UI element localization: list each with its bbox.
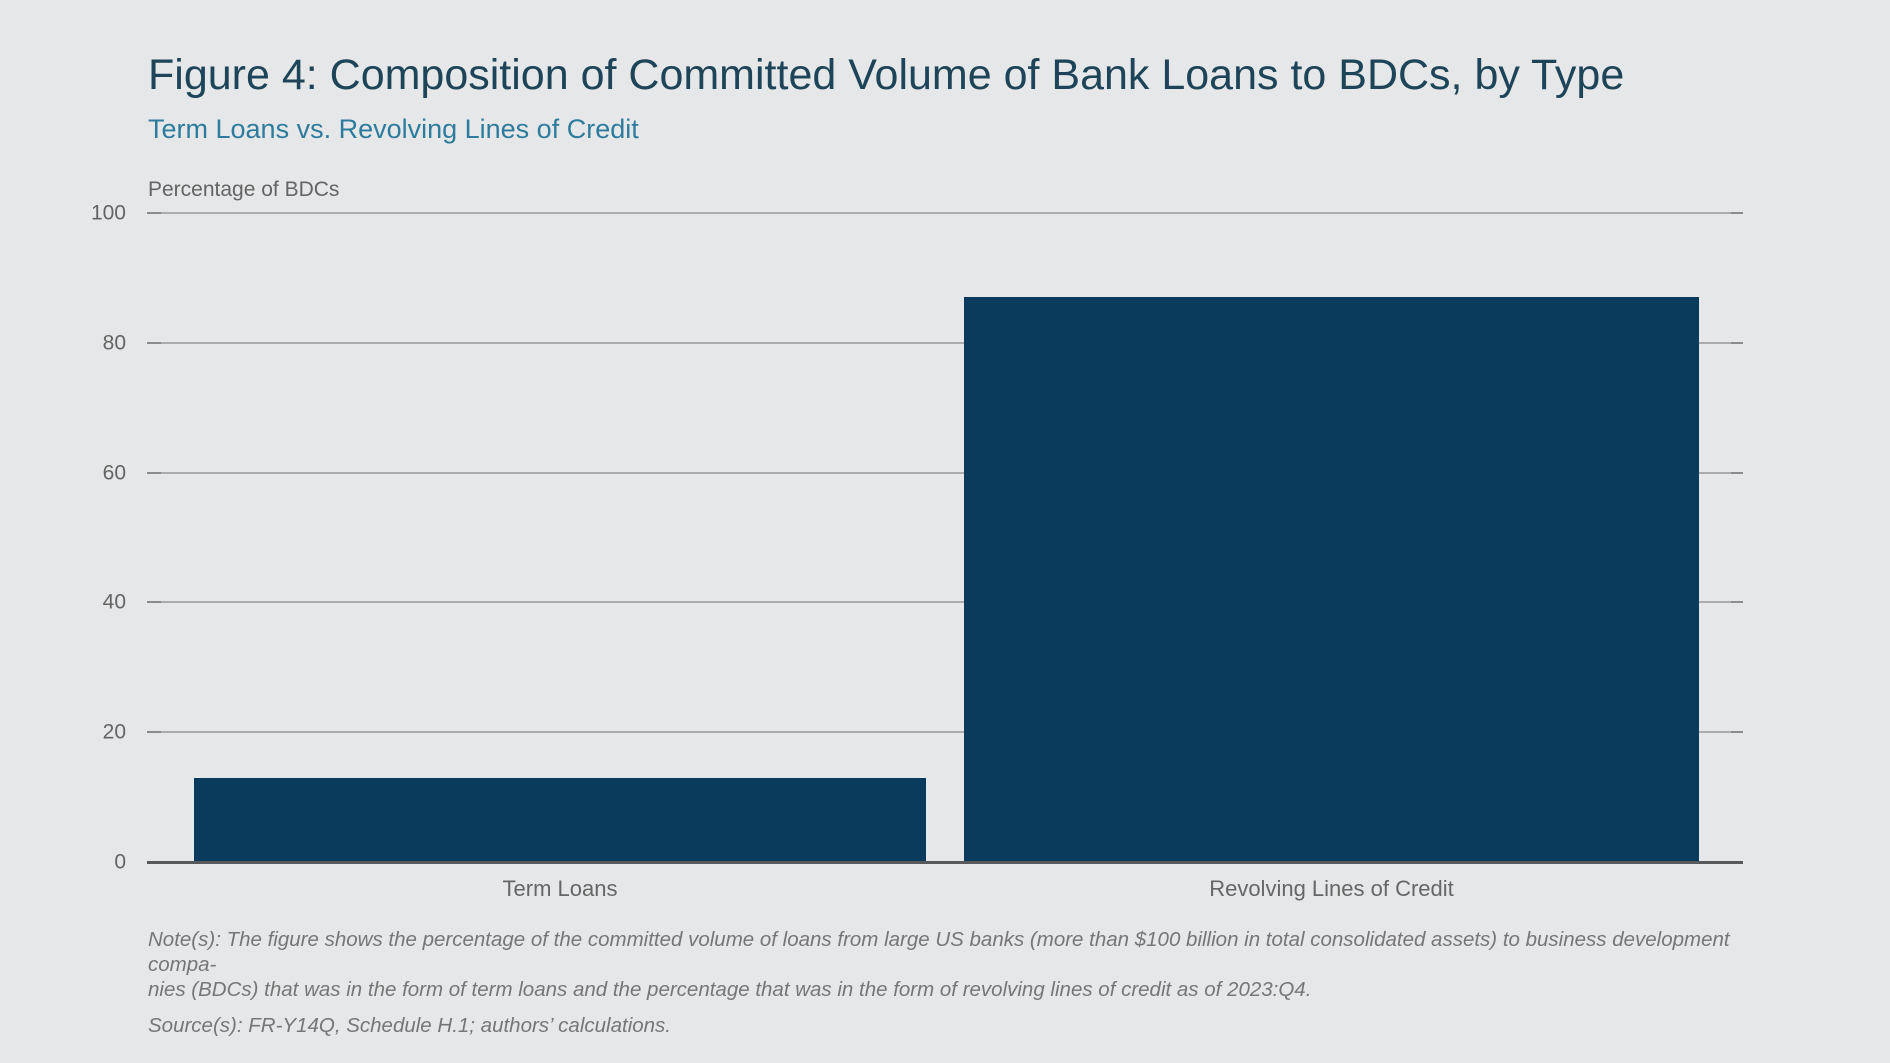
y-tick-label-80: 80 [102, 331, 126, 355]
bar-slot-term-loans [194, 213, 926, 862]
y-tick-label-60: 60 [102, 461, 126, 485]
figure-title: Figure 4: Composition of Committed Volum… [148, 51, 1625, 99]
category-label-term-loans: Term Loans [502, 876, 618, 901]
figure-subtitle: Term Loans vs. Revolving Lines of Credit [148, 114, 639, 144]
y-axis-label: Percentage of BDCs [148, 178, 340, 201]
bar-term-loans [194, 777, 926, 862]
plot-area: 0 20 40 60 80 100 Term Loans Revolving Lines … [91, 203, 1743, 900]
bar-revolving-lines [964, 297, 1699, 862]
category-label-revolving-lines: Revolving Lines of Credit [1209, 876, 1454, 901]
note-line-2: nies (BDCs) that was in the form of term… [148, 978, 1312, 1001]
y-tick-label-20: 20 [102, 720, 126, 744]
figure-source: Source(s): FR-Y14Q, Schedule H.1; author… [148, 1014, 671, 1037]
y-tick-label-100: 100 [90, 201, 126, 225]
y-tick-label-0: 0 [114, 850, 126, 874]
figure-notes: Note(s): The figure shows the percentage… [148, 927, 1748, 1038]
note-line-1: Note(s): The figure shows the percentage… [148, 928, 1730, 976]
y-tick-label-40: 40 [102, 590, 126, 614]
bar-slot-revolving-lines [964, 213, 1699, 862]
